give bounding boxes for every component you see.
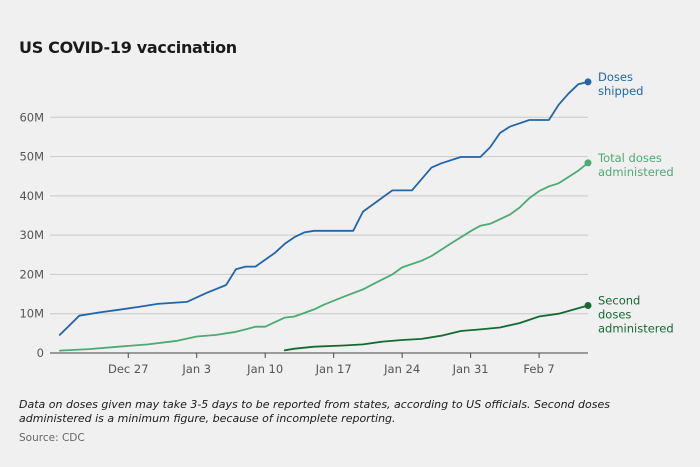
- x-tick-label: Jan 31: [452, 362, 489, 376]
- chart-source: Source: CDC: [19, 432, 85, 444]
- series-label-line: shipped: [598, 84, 643, 98]
- series-label-line: Total doses: [597, 151, 662, 165]
- series-end-point-second-doses-administered: [584, 301, 592, 309]
- x-axis-ticks: Dec 27 Jan 3 Jan 10 Jan 17 Jan 24 Jan 31 Feb 7: [108, 353, 555, 376]
- series-end-point-total-doses-administered: [584, 159, 592, 167]
- x-tick-label: Jan 17: [315, 362, 352, 376]
- x-tick-label: Jan 3: [181, 362, 211, 376]
- y-tick-label: 40M: [19, 189, 44, 203]
- series-line-doses-shipped: [58, 81, 589, 336]
- gridlines: [50, 116, 588, 315]
- chart-title: US COVID-19 vaccination: [19, 38, 237, 57]
- y-tick-label: 10M: [19, 307, 44, 321]
- series-line-total-doses-administered: [58, 162, 589, 352]
- y-tick-label: 0: [37, 346, 44, 360]
- series-lines: [58, 78, 592, 352]
- series-label-line: Second: [598, 293, 640, 307]
- series-end-point-doses-shipped: [584, 78, 592, 86]
- x-tick-label: Dec 27: [108, 362, 149, 376]
- y-tick-label: 30M: [19, 228, 44, 242]
- series-line-second-doses-administered: [283, 304, 589, 352]
- y-tick-label: 50M: [19, 150, 44, 164]
- series-label-line: Doses: [598, 70, 633, 84]
- x-tick-label: Jan 24: [383, 362, 420, 376]
- series-label-line: doses: [598, 307, 631, 321]
- series-label-total-doses-administered: Total doses administered: [597, 151, 674, 179]
- y-tick-label: 60M: [19, 110, 44, 124]
- chart-footnote: Data on doses given may take 3-5 days to…: [19, 398, 610, 425]
- y-tick-label: 20M: [19, 267, 44, 281]
- y-axis-ticks: 0 10M 20M 30M 40M 50M 60M: [19, 110, 44, 360]
- x-tick-label: Jan 10: [246, 362, 283, 376]
- series-label-doses-shipped: Doses shipped: [598, 70, 643, 98]
- series-label-second-doses-administered: Second doses administered: [598, 293, 674, 335]
- series-label-line: administered: [598, 321, 674, 335]
- x-tick-label: Feb 7: [523, 362, 554, 376]
- series-label-line: administered: [598, 165, 674, 179]
